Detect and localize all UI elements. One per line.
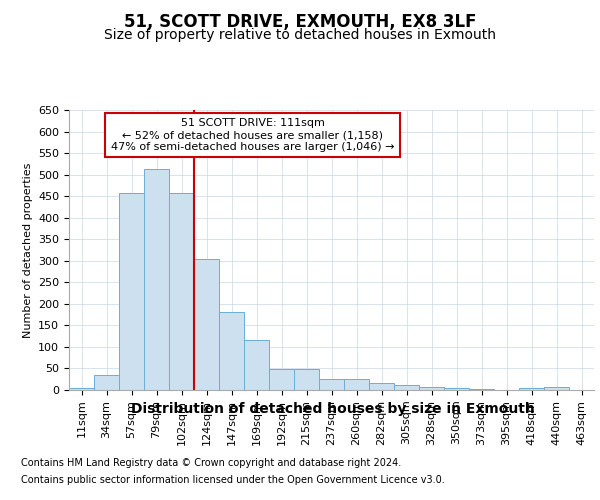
Text: Size of property relative to detached houses in Exmouth: Size of property relative to detached ho…: [104, 28, 496, 42]
Bar: [244, 340, 269, 390]
Bar: [444, 388, 469, 390]
Y-axis label: Number of detached properties: Number of detached properties: [23, 162, 32, 338]
Bar: [394, 385, 419, 390]
Bar: [194, 258, 219, 390]
Bar: [69, 388, 94, 390]
Bar: [169, 192, 194, 390]
Bar: [419, 386, 444, 390]
Text: Contains HM Land Registry data © Crown copyright and database right 2024.: Contains HM Land Registry data © Crown c…: [21, 458, 401, 468]
Bar: [319, 379, 344, 390]
Bar: [144, 169, 169, 390]
Bar: [94, 375, 119, 390]
Bar: [519, 388, 544, 390]
Bar: [119, 192, 144, 390]
Bar: [369, 382, 394, 390]
Text: 51 SCOTT DRIVE: 111sqm
← 52% of detached houses are smaller (1,158)
47% of semi-: 51 SCOTT DRIVE: 111sqm ← 52% of detached…: [111, 118, 395, 152]
Bar: [344, 379, 369, 390]
Bar: [294, 369, 319, 390]
Text: Distribution of detached houses by size in Exmouth: Distribution of detached houses by size …: [131, 402, 535, 416]
Bar: [219, 312, 244, 390]
Bar: [469, 389, 494, 390]
Bar: [269, 369, 294, 390]
Bar: [544, 388, 569, 390]
Text: Contains public sector information licensed under the Open Government Licence v3: Contains public sector information licen…: [21, 475, 445, 485]
Text: 51, SCOTT DRIVE, EXMOUTH, EX8 3LF: 51, SCOTT DRIVE, EXMOUTH, EX8 3LF: [124, 12, 476, 30]
